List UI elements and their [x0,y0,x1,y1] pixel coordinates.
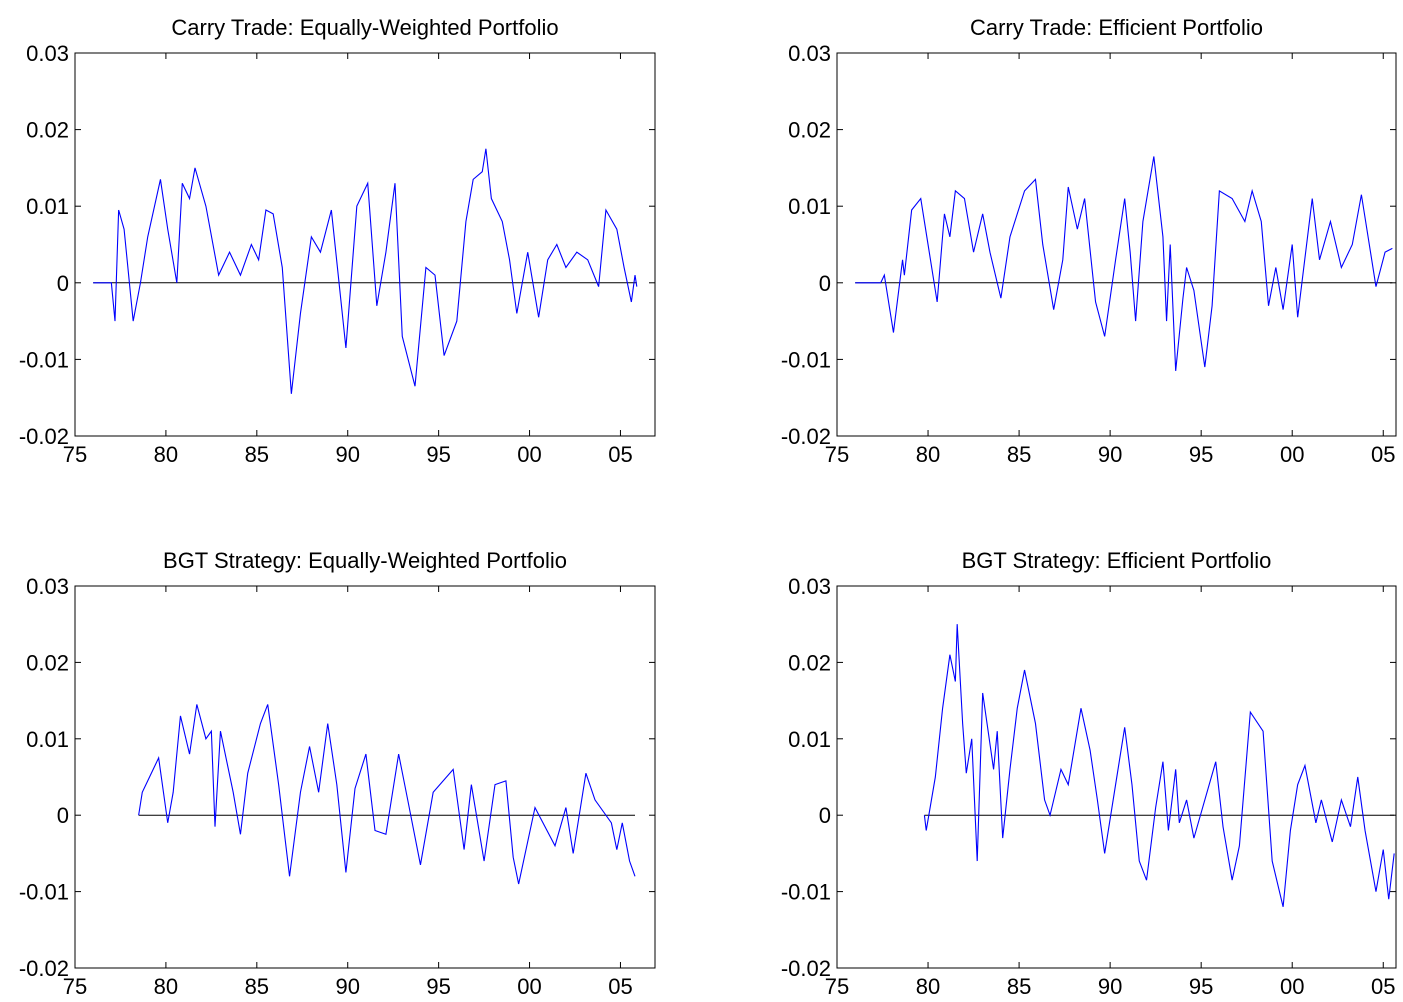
y-tick-label: -0.02 [19,424,69,449]
x-tick-label: 95 [1189,974,1213,999]
y-tick-label: -0.01 [781,347,831,372]
y-tick-label: 0.01 [788,194,831,219]
y-tick-label: 0.01 [26,727,69,752]
x-tick-label: 95 [1189,442,1213,467]
y-tick-label: -0.02 [781,424,831,449]
y-tick-label: -0.01 [19,880,69,905]
x-tick-label: 80 [916,442,940,467]
data-line [138,704,636,885]
y-tick-label: 0.03 [788,574,831,599]
y-tick-label: 0 [57,271,69,296]
y-tick-label: 0.03 [788,41,831,66]
y-tick-label: 0.02 [788,650,831,675]
y-tick-label: 0.03 [26,574,69,599]
y-tick-label: 0 [819,271,831,296]
x-tick-label: 85 [1007,442,1031,467]
plot-frame [74,585,656,969]
x-tick-label: 85 [245,442,269,467]
y-tick-label: 0 [57,803,69,828]
y-tick-label: 0.02 [788,118,831,143]
y-tick-label: 0.01 [788,727,831,752]
data-line [93,148,638,394]
y-tick-label: 0.01 [26,194,69,219]
plot-frame [836,52,1397,437]
x-tick-label: 90 [1098,974,1122,999]
y-tick-label: 0 [819,803,831,828]
chart-title: Carry Trade: Equally-Weighted Portfolio [171,15,558,40]
data-line [923,624,1395,908]
x-tick-label: 75 [63,442,87,467]
y-tick-label: -0.01 [19,347,69,372]
x-tick-label: 90 [335,442,359,467]
plot-frame [836,585,1397,969]
y-tick-label: -0.02 [781,956,831,981]
x-tick-label: 75 [825,974,849,999]
x-tick-label: 75 [63,974,87,999]
chart-title: Carry Trade: Efficient Portfolio [970,15,1263,40]
x-tick-label: 80 [916,974,940,999]
x-tick-label: 90 [335,974,359,999]
chart-title: BGT Strategy: Equally-Weighted Portfolio [163,548,567,573]
x-tick-label: 05 [1371,442,1395,467]
x-tick-label: 80 [154,974,178,999]
x-tick-label: 00 [1280,442,1304,467]
x-tick-label: 85 [1007,974,1031,999]
plot-frame [74,52,656,437]
x-tick-label: 75 [825,442,849,467]
y-tick-label: 0.02 [26,118,69,143]
y-tick-label: -0.01 [781,880,831,905]
x-tick-label: 90 [1098,442,1122,467]
x-tick-label: 05 [1371,974,1395,999]
x-tick-label: 05 [608,442,632,467]
x-tick-label: 00 [517,974,541,999]
x-tick-label: 05 [608,974,632,999]
data-line [855,156,1393,371]
x-tick-label: 80 [154,442,178,467]
x-tick-label: 95 [426,974,450,999]
y-tick-label: 0.02 [26,650,69,675]
x-tick-label: 00 [517,442,541,467]
y-tick-label: 0.03 [26,41,69,66]
y-tick-label: -0.02 [19,956,69,981]
x-tick-label: 00 [1280,974,1304,999]
chart-title: BGT Strategy: Efficient Portfolio [962,548,1272,573]
x-tick-label: 85 [245,974,269,999]
x-tick-label: 95 [426,442,450,467]
